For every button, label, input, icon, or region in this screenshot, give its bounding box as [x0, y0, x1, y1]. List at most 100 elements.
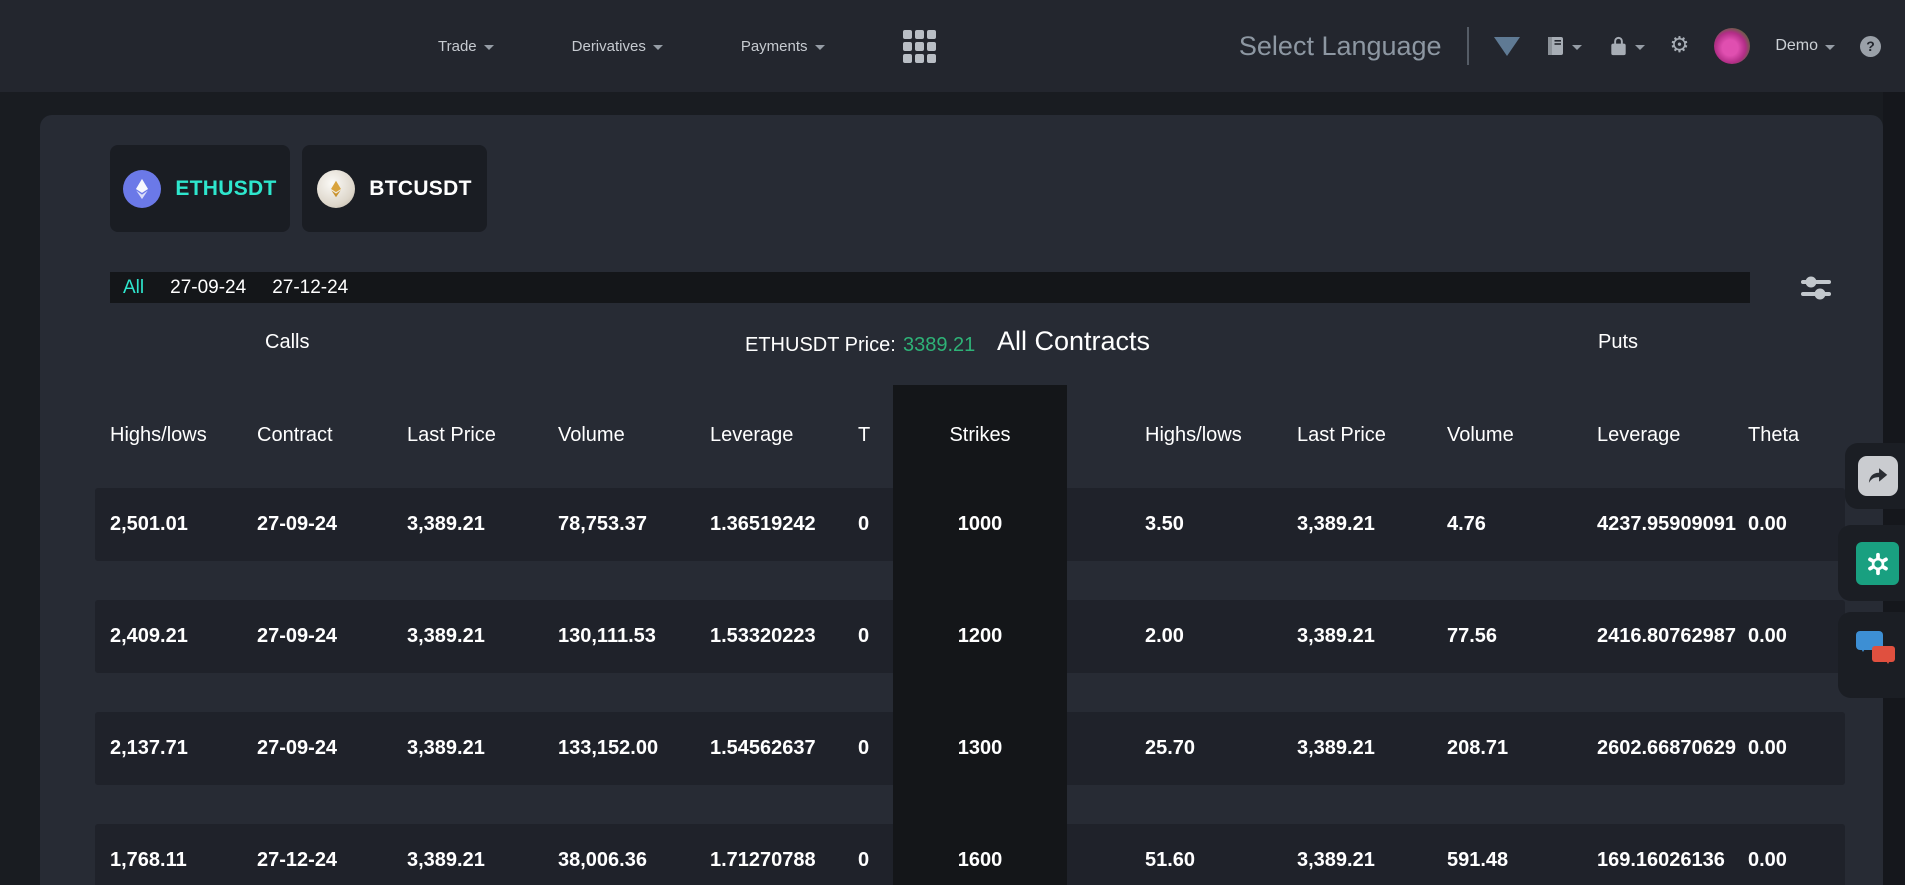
- col-strikes: Strikes: [949, 424, 1011, 446]
- apps-grid-icon[interactable]: [902, 29, 936, 63]
- pair-button-ethusdt[interactable]: ETHUSDT: [110, 145, 290, 232]
- menu-derivatives-label: Derivatives: [571, 37, 646, 55]
- table-row[interactable]: 2,137.71 27-09-24 3,389.21 133,152.00 1.…: [95, 712, 1845, 785]
- puts-last-price: 3,389.21: [1297, 737, 1375, 759]
- translate-triangle-icon[interactable]: [1493, 36, 1520, 56]
- calls-last-price: 3,389.21: [407, 849, 485, 871]
- calls-contract: 27-09-24: [257, 737, 338, 759]
- calls-theta: 0: [858, 625, 870, 647]
- openai-logo-icon[interactable]: [1856, 542, 1899, 585]
- menu-trade-label: Trade: [438, 37, 477, 55]
- pair-label: BTCUSDT: [369, 176, 472, 200]
- caret-down-icon: [1571, 44, 1582, 50]
- puts-leverage: 4237.95909091: [1597, 513, 1737, 535]
- calls-last-price: 3,389.21: [407, 513, 485, 535]
- navbar-divider: [1466, 27, 1469, 65]
- calls-contract: 27-12-24: [257, 849, 338, 871]
- puts-volume: 591.48: [1447, 849, 1509, 871]
- caret-down-icon: [483, 44, 494, 50]
- col-puts-theta: Theta: [1748, 424, 1800, 446]
- calls-volume: 130,111.53: [558, 625, 656, 647]
- calls-contract: 27-09-24: [257, 625, 338, 647]
- caret-down-icon: [1825, 44, 1835, 50]
- col-calls-leverage: Leverage: [710, 424, 794, 446]
- calls-contract: 27-09-24: [257, 513, 338, 535]
- settings-gear-icon[interactable]: ⚙: [1669, 33, 1690, 58]
- calls-leverage: 1.54562637: [710, 737, 816, 759]
- calls-heading: Calls: [265, 331, 310, 353]
- table-row[interactable]: 1,768.11 27-12-24 3,389.21 38,006.36 1.7…: [95, 824, 1845, 885]
- puts-heading: Puts: [1598, 331, 1639, 353]
- price-value: 3389.21: [903, 334, 976, 356]
- chat-bubble-red: [1872, 646, 1895, 664]
- puts-theta: 0.00: [1748, 849, 1787, 871]
- calls-highs-lows: 2,501.01: [110, 513, 188, 535]
- strike-value: 1300: [957, 737, 1003, 759]
- filter-sliders-icon[interactable]: [1798, 273, 1834, 303]
- col-calls-last-price: Last Price: [407, 424, 496, 446]
- caret-down-icon: [814, 44, 825, 50]
- user-menu[interactable]: Demo: [1775, 37, 1835, 55]
- col-puts-leverage: Leverage: [1597, 424, 1681, 446]
- col-calls-contract: Contract: [257, 424, 333, 446]
- calls-last-price: 3,389.21: [407, 737, 485, 759]
- help-icon[interactable]: ?: [1860, 35, 1881, 57]
- calls-volume: 38,006.36: [558, 849, 647, 871]
- pair-label: ETHUSDT: [175, 176, 277, 200]
- puts-leverage: 2416.80762987: [1597, 625, 1737, 647]
- calls-leverage: 1.36519242: [710, 513, 816, 535]
- puts-last-price: 3,389.21: [1297, 625, 1375, 647]
- tab-27-09-24[interactable]: 27-09-24: [170, 276, 247, 298]
- expiry-tabstrip: All 27-09-24 27-12-24: [110, 272, 1750, 303]
- chat-bubbles-icon[interactable]: [1854, 628, 1900, 674]
- price-label: ETHUSDT Price:: [745, 334, 896, 356]
- col-calls-theta-truncated: T: [858, 424, 871, 446]
- pair-button-btcusdt[interactable]: BTCUSDT: [302, 145, 487, 232]
- strike-value: 1000: [957, 513, 1003, 535]
- btc-coin-icon: [317, 169, 356, 208]
- orderbook-menu[interactable]: [1545, 36, 1582, 56]
- table-row[interactable]: 2,409.21 27-09-24 3,389.21 130,111.53 1.…: [95, 600, 1845, 673]
- menu-derivatives[interactable]: Derivatives: [572, 38, 663, 55]
- table-row[interactable]: 2,501.01 27-09-24 3,389.21 78,753.37 1.3…: [95, 488, 1845, 561]
- puts-theta: 0.00: [1748, 737, 1787, 759]
- puts-highs-lows: 3.50: [1145, 513, 1184, 535]
- menu-payments[interactable]: Payments: [741, 38, 825, 55]
- navbar-right: Select Language ⚙: [1239, 0, 1881, 92]
- puts-highs-lows: 2.00: [1145, 625, 1184, 647]
- puts-theta: 0.00: [1748, 513, 1787, 535]
- col-calls-volume: Volume: [558, 424, 625, 446]
- table-header-row: Highs/lows Contract Last Price Volume Le…: [95, 417, 1845, 453]
- puts-theta: 0.00: [1748, 625, 1787, 647]
- user-name: Demo: [1775, 37, 1818, 54]
- share-button-container: [1845, 443, 1905, 509]
- calls-theta: 0: [858, 737, 870, 759]
- puts-highs-lows: 51.60: [1145, 849, 1196, 871]
- puts-volume: 4.76: [1447, 513, 1486, 535]
- tab-all[interactable]: All: [123, 276, 145, 298]
- user-avatar[interactable]: [1714, 28, 1751, 64]
- calls-leverage: 1.53320223: [710, 625, 816, 647]
- calls-leverage: 1.71270788: [710, 849, 816, 871]
- top-navbar: Trade Derivatives Payments Select Langua…: [0, 0, 1905, 92]
- col-puts-last-price: Last Price: [1297, 424, 1386, 446]
- calls-highs-lows: 2,137.71: [110, 737, 188, 759]
- calls-volume: 78,753.37: [558, 513, 647, 535]
- menu-trade[interactable]: Trade: [438, 38, 494, 55]
- caret-down-icon: [652, 44, 663, 50]
- tab-27-12-24[interactable]: 27-12-24: [272, 276, 349, 298]
- chat-button-container: [1838, 612, 1905, 698]
- puts-last-price: 3,389.21: [1297, 849, 1375, 871]
- calls-last-price: 3,389.21: [407, 625, 485, 647]
- caret-down-icon: [1634, 44, 1645, 50]
- book-icon: [1547, 37, 1563, 55]
- main-menu: Trade Derivatives Payments: [438, 0, 936, 92]
- puts-leverage: 2602.66870629: [1597, 737, 1737, 759]
- share-button[interactable]: [1858, 456, 1898, 496]
- col-calls-highs-lows: Highs/lows: [110, 424, 207, 446]
- select-language-dropdown[interactable]: Select Language: [1238, 30, 1442, 61]
- wallet-menu[interactable]: [1607, 35, 1645, 58]
- col-puts-volume: Volume: [1447, 424, 1514, 446]
- eth-icon: [123, 169, 162, 208]
